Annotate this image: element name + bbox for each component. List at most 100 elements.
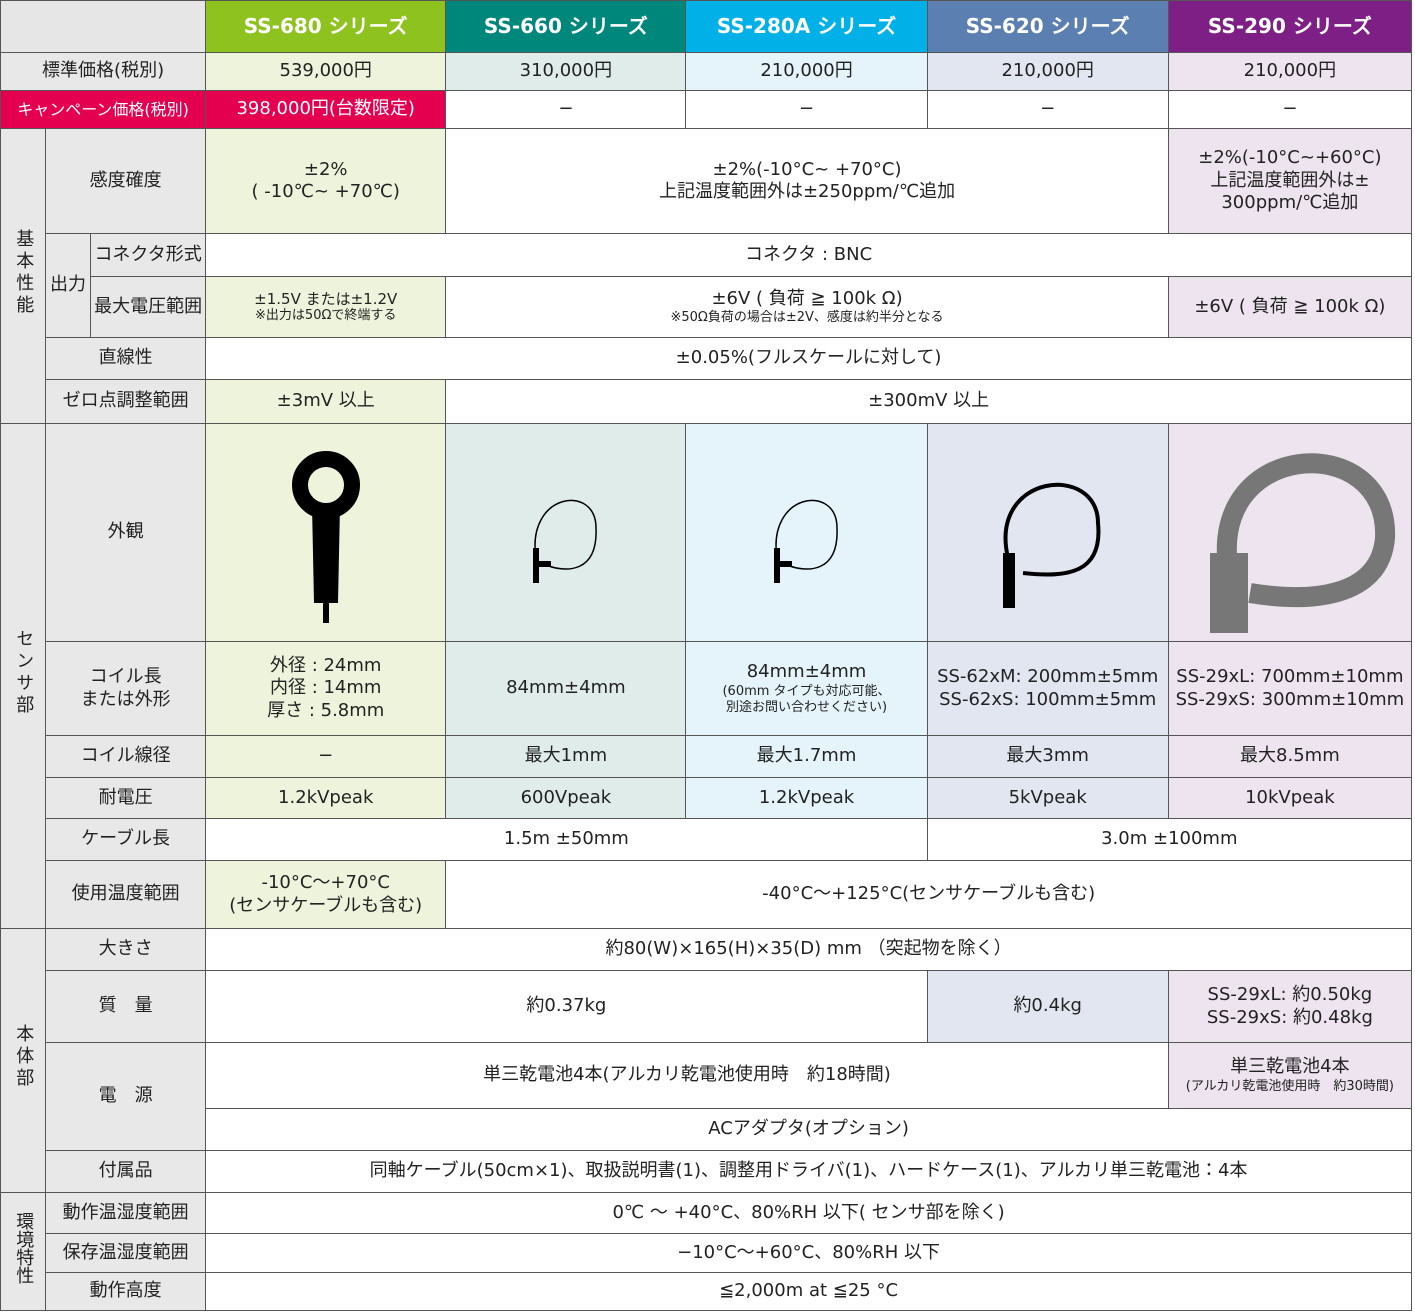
cell: ≦2,000m at ≦25 °C [205,1272,1412,1311]
product-header: SS-680 シリーズ [205,0,447,53]
cell: SS-62xM: 200mm±5mm SS-62xS: 100mm±5mm [926,641,1169,736]
group-label: 基本性能 [0,128,47,424]
cell: 約0.37kg [205,970,928,1043]
cell: 最大1.7mm [685,735,928,778]
sensor-image [532,499,597,583]
row: 直線性 ±0.05%(フルスケールに対して) [1,337,1412,380]
row-label: 感度確度 [45,128,207,234]
sub-group-label: 出力 [45,233,92,338]
row-label: 付属品 [45,1150,207,1193]
cell: 539,000円 [205,52,447,91]
row: 電 源 単三乾電池4本(アルカリ乾電池使用時 約18時間) 単三乾電池4本 (アル… [1,1042,1413,1151]
cell: 最大8.5mm [1167,735,1413,778]
cell: 約80(W)×165(H)×35(D) mm （突起物を除く） [205,928,1412,971]
row-label: ゼロ点調整範囲 [45,379,207,424]
row-label: 電 源 [45,1042,207,1151]
group-text: センサ部 [13,628,35,717]
cell: SS-29xL: 700mm±10mm SS-29xS: 300mm±10mm [1167,641,1413,736]
cell: 1.2kVpeak [685,777,928,819]
row: 耐電圧 1.2kVpeak 600Vpeak 1.2kVpeak 5kVpeak… [1,777,1413,819]
cell: 210,000円 [685,52,928,91]
cell: 210,000円 [926,52,1169,91]
group-text: 基本性能 [13,228,35,317]
row-label: 大きさ [45,928,207,971]
cell: − [445,90,687,129]
cell: 外径 : 24mm 内径 : 14mm 厚さ : 5.8mm [205,641,447,736]
cell: 単三乾電池4本 (アルカリ乾電池使用時 約30時間) [1167,1042,1413,1109]
header-row: SS-680 シリーズ SS-660 シリーズ SS-280A シリーズ SS-… [0,0,1413,53]
row-label: コイル長 または外形 [45,641,207,736]
cell: ±2%(-10°C~+60°C) 上記温度範囲外は± 300ppm/℃追加 [1167,128,1413,234]
cell: −10°C～+60°C、80%RH 以下 [205,1233,1412,1273]
corner-cell [0,0,207,53]
image-cell [205,423,447,642]
cell: -40°C～+125°C(センサケーブルも含む) [445,860,1412,929]
row: 動作高度 ≦2,000m at ≦25 °C [1,1272,1412,1311]
image-cell [445,423,687,642]
cell: 0℃ ～ +40°C、80%RH 以下( センサ部を除く) [205,1192,1412,1234]
row: 標準価格(税別) 539,000円 310,000円 210,000円 210,… [0,52,1413,91]
row-label: 外観 [45,423,207,642]
row: 付属品 同軸ケーブル(50cm×1)、取扱説明書(1)、調整用ドライバ(1)、ハ… [1,1150,1412,1193]
image-cell [926,423,1169,642]
cell: ±3mV 以上 [205,379,447,424]
row-label: 保存温湿度範囲 [45,1233,207,1273]
cell: − [926,90,1169,129]
row-label: 質 量 [45,970,207,1043]
row-label: コネクタ形式 [90,233,207,277]
cell: ±2%(-10°C~ +70°C) 上記温度範囲外は±250ppm/℃追加 [445,128,1169,234]
sensor-image [291,450,360,623]
row-label: 使用温度範囲 [45,860,207,929]
row: 使用温度範囲 -10°C～+70°C (センサケーブルも含む) -40°C～+1… [1,860,1412,929]
row: コイル長 または外形 外径 : 24mm 内径 : 14mm 厚さ : 5.8m… [1,641,1413,736]
cell: 5kVpeak [926,777,1169,819]
cell: 最大3mm [926,735,1169,778]
image-cell [685,423,928,642]
sensor-image [1209,452,1395,633]
cell: − [205,735,447,778]
cell-text: ±1.5V または±1.2V [254,289,398,308]
cell: 10kVpeak [1167,777,1413,819]
row-label: 標準価格(税別) [0,52,207,91]
group-label: センサ部 [0,423,47,929]
cell: ±2% ( -10℃~ +70℃) [205,128,447,234]
row-label: 動作高度 [45,1272,207,1311]
sensor-image [1002,482,1101,608]
cell: 最大1mm [445,735,687,778]
product-header: SS-620 シリーズ [926,0,1169,53]
row: 本体部 大きさ 約80(W)×165(H)×35(D) mm （突起物を除く） [0,928,1412,1193]
image-cell [1167,423,1413,642]
cell: − [685,90,928,129]
sensor-image [773,499,838,583]
cell: 600Vpeak [445,777,687,819]
cell: ACアダプタ(オプション) [205,1108,1412,1151]
row-label: 最大電圧範囲 [90,276,207,338]
row-label: コイル線径 [45,735,207,778]
cell: 約0.4kg [926,970,1169,1043]
product-header: SS-660 シリーズ [445,0,687,53]
cell: ±300mV 以上 [445,379,1412,424]
row-label: キャンペーン価格(税別) [0,90,207,129]
cell: 398,000円(台数限定) [205,90,447,129]
product-header: SS-290 シリーズ [1167,0,1413,53]
row-label: 直線性 [45,337,207,380]
group-text: 本体部 [13,1024,35,1091]
cell-text: ±6V ( 負荷 ≧ 100k Ω) [711,287,903,309]
cell-note: (60mm タイプも対応可能、 別途お問い合わせください) [722,683,891,715]
row-label: 動作温湿度範囲 [45,1192,207,1234]
cell: 84mm±4mm (60mm タイプも対応可能、 別途お問い合わせください) [685,641,928,736]
group-text: 環境特性 [13,1212,35,1285]
cell: 84mm±4mm [445,641,687,736]
cell: − [1167,90,1413,129]
cell: 310,000円 [445,52,687,91]
row: 基本性能 感度確度 ±2% ( -10℃~ +70℃) ±2%(-10°C~ +… [0,128,1413,424]
cell: 同軸ケーブル(50cm×1)、取扱説明書(1)、調整用ドライバ(1)、ハードケー… [205,1150,1412,1193]
cell: 単三乾電池4本(アルカリ乾電池使用時 約18時間) [205,1042,1169,1109]
row: 出力 コネクタ形式 コネクタ : BNC [1,233,1412,338]
row: キャンペーン価格(税別) 398,000円(台数限定) − − − − [0,90,1413,129]
cell-text: 84mm±4mm [746,661,867,682]
product-header: SS-280A シリーズ [685,0,928,53]
group-label: 本体部 [0,928,47,1193]
row: ケーブル長 1.5m ±50mm 3.0m ±100mm [1,818,1413,861]
